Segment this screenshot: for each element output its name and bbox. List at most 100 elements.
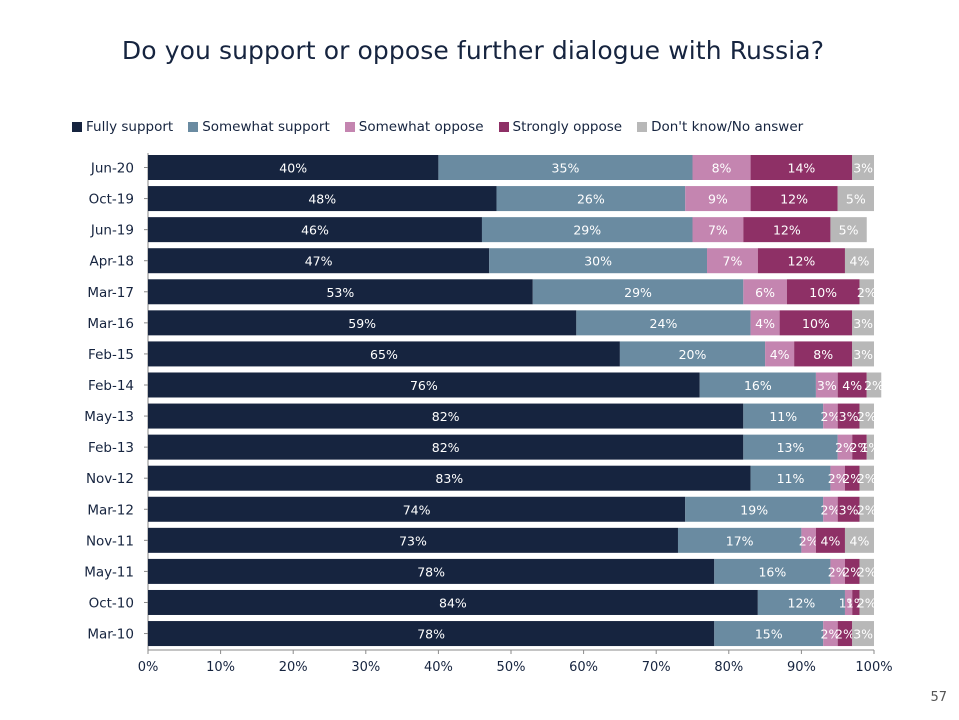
bar-segment-strongly-oppose [794,341,853,367]
x-tick-label: 50% [497,660,526,675]
data-label: 12% [788,595,816,610]
bar-segment-somewhat-oppose [750,310,780,336]
category-label: Mar-17 [87,285,134,301]
data-label: 2% [857,595,877,610]
x-tick-label: 80% [714,660,743,675]
data-label: 78% [417,627,445,642]
bar-segment-somewhat-support [532,279,744,305]
data-label: 2% [828,564,848,579]
legend-label-fully-support: Fully support [86,119,174,135]
x-tick-label: 90% [787,660,816,675]
data-label: 10% [802,316,830,331]
category-label: May-11 [84,564,134,580]
category-label: Oct-19 [89,192,134,208]
bar-segment-somewhat-support [743,403,824,429]
category-label: Nov-11 [86,533,134,549]
legend-swatch-somewhat-support [188,122,199,132]
category-label: Feb-13 [88,440,134,456]
category-label: Jun-20 [90,161,134,177]
bar-segment-fully-support [148,248,490,274]
data-label: 26% [577,192,605,207]
bar-segment-somewhat-oppose [830,558,845,584]
bar-segment-somewhat-oppose [823,621,838,647]
data-label: 2% [857,564,877,579]
data-label: 5% [839,223,859,238]
data-label: 12% [773,223,801,238]
category-label: Feb-15 [88,347,134,363]
x-tick-label: 70% [642,660,671,675]
data-label: 2% [857,502,877,517]
data-label: 73% [399,533,427,548]
chart-legend: Fully support Somewhat support Somewhat … [72,118,818,136]
bar-segment-somewhat-support [619,341,766,367]
bar-segment-somewhat-support [677,527,802,553]
bar-segment-strongly-oppose [837,403,860,429]
data-label: 65% [370,347,398,362]
bar-segment-strongly-oppose [844,465,860,491]
bar-segment-strongly-oppose [786,279,860,305]
data-label: 15% [755,627,783,642]
data-label: 4% [755,316,775,331]
data-label: 16% [744,378,772,393]
bar-segment-fully-support [148,186,497,212]
bar-segment-somewhat-support [750,465,831,491]
x-tick-label: 100% [855,660,892,675]
data-label: 2% [821,502,841,517]
data-label: 59% [348,316,376,331]
bar-segment-don-t-know-no-answer [866,434,874,460]
legend-swatch-strongly-oppose [498,122,509,132]
data-label: 2% [835,627,855,642]
bar-segment-somewhat-oppose [692,217,744,243]
data-label: 6% [755,285,775,300]
bar-segment-don-t-know-no-answer [852,155,874,180]
data-label: 53% [326,285,354,300]
data-label: 3% [853,316,873,331]
bar-segment-don-t-know-no-answer [859,279,874,305]
data-label: 4% [850,533,870,548]
bar-segment-fully-support [148,341,620,367]
bar-segment-somewhat-oppose [801,527,816,553]
data-label: 2% [864,378,884,393]
data-label: 7% [723,254,743,269]
legend-item-strongly-oppose: Strongly oppose [498,119,622,135]
bar-segment-somewhat-support [757,589,845,615]
bar-segment-fully-support [148,589,758,615]
category-label: Mar-12 [87,502,134,518]
x-tick-label: 30% [351,660,380,675]
bar-segment-fully-support [148,217,482,243]
bar-segment-somewhat-oppose [692,155,751,180]
category-label: May-13 [84,409,134,425]
data-label: 8% [813,347,833,362]
bar-segment-fully-support [148,465,751,491]
x-tick-label: 40% [424,660,453,675]
bar-segment-somewhat-oppose [823,496,838,522]
data-label: 19% [740,502,768,517]
data-label: 4% [770,347,790,362]
bar-segment-somewhat-oppose [707,248,758,274]
data-label: 78% [417,564,445,579]
bar-segment-somewhat-oppose [830,465,845,491]
bar-segment-somewhat-support [489,248,708,274]
bar-segment-somewhat-support [496,186,686,212]
bar-segment-fully-support [148,310,577,336]
bar-segment-somewhat-oppose [743,279,787,305]
data-label: 2% [857,409,877,424]
chart-title: Do you support or oppose further dialogu… [121,36,825,65]
bar-segment-don-t-know-no-answer [837,186,874,212]
data-label: 30% [584,254,612,269]
bar-segment-don-t-know-no-answer [866,372,882,398]
bar-segment-fully-support [148,621,715,647]
bar-segment-fully-support [148,496,686,522]
category-label: Apr-18 [89,254,134,270]
bar-segment-don-t-know-no-answer [859,558,874,584]
legend-label-somewhat-oppose: Somewhat oppose [358,119,484,135]
data-label: 2% [821,409,841,424]
data-label: 76% [410,378,438,393]
legend-swatch-fully-support [72,122,82,132]
x-tick-label: 0% [138,660,159,675]
bar-segment-strongly-oppose [750,186,838,212]
bar-segment-don-t-know-no-answer [852,341,874,367]
x-tick-label: 60% [569,660,598,675]
data-label: 2% [857,285,877,300]
data-label: 35% [552,161,580,176]
